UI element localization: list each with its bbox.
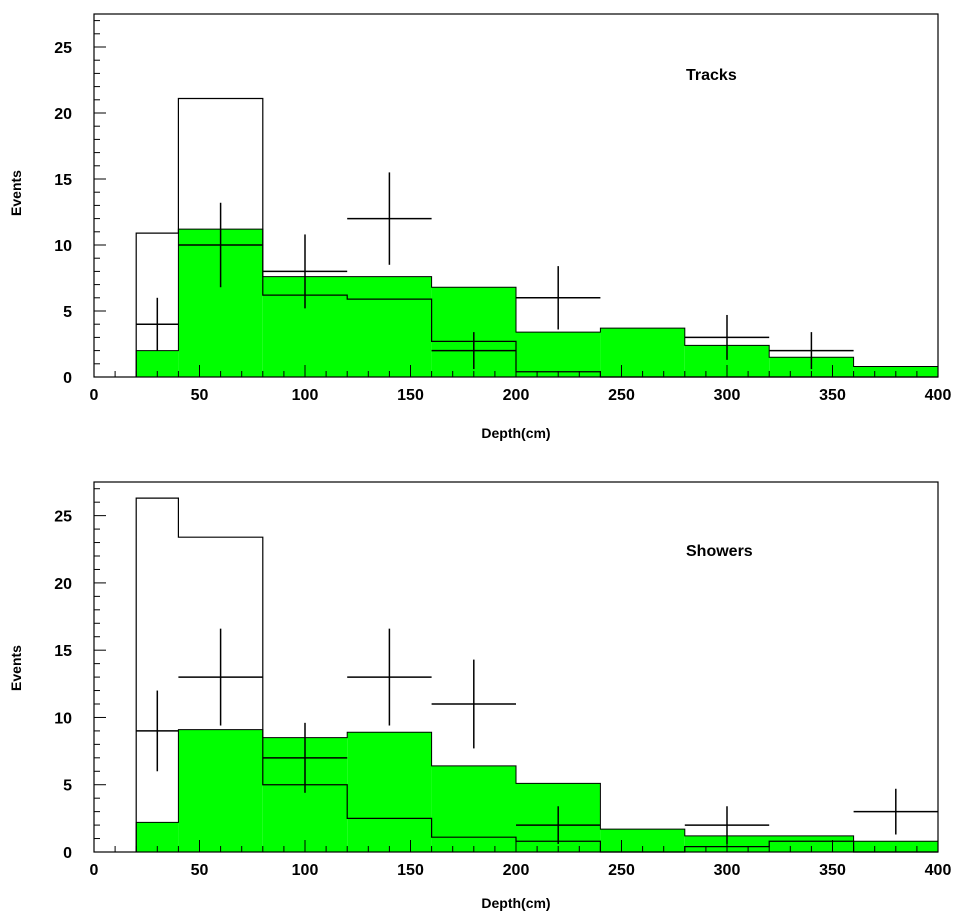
x-tick-label: 350 — [819, 862, 846, 879]
data-point — [178, 628, 263, 726]
data-point — [178, 202, 263, 288]
y-tick-label: 15 — [54, 643, 72, 660]
data-point — [431, 332, 516, 370]
y-axis-label: Events — [8, 170, 24, 216]
data-point — [347, 172, 432, 265]
x-tick-label: 100 — [292, 387, 319, 404]
showers-panel: 0 50 100 150 200 250 300 350 400 0 5 10 15 20 25 Showe… — [8, 481, 952, 911]
y-tick-label: 25 — [54, 509, 72, 526]
y-axis-label: Events — [8, 645, 24, 691]
x-tick-label: 200 — [503, 862, 530, 879]
data-point — [347, 628, 432, 726]
y-tick-label: 5 — [63, 778, 72, 795]
data-point — [136, 690, 179, 772]
x-tick-label: 50 — [191, 862, 209, 879]
filled-bin — [262, 276, 432, 377]
panel-annotation: Showers — [686, 543, 753, 560]
plot-layer: 0 50 100 150 200 250 300 350 400 0 5 10 15 20 25 — [54, 481, 952, 879]
x-tick-label: 300 — [714, 387, 741, 404]
data-point — [262, 234, 348, 309]
tracks-panel: 0 50 100 150 200 250 300 350 400 0 5 10 15 20 25 Track… — [8, 13, 952, 441]
data-point — [684, 314, 770, 360]
data-point — [684, 806, 770, 844]
y-tick-label: 0 — [63, 370, 72, 387]
x-tick-label: 0 — [90, 387, 99, 404]
x-tick-label: 150 — [397, 387, 424, 404]
y-tick-label: 25 — [54, 40, 72, 57]
data-point — [516, 266, 601, 330]
x-tick-label: 50 — [191, 387, 209, 404]
x-tick-label: 0 — [90, 862, 99, 879]
y-tick-label: 0 — [63, 845, 72, 862]
panel-annotation: Tracks — [686, 67, 737, 84]
x-tick-label: 250 — [608, 387, 635, 404]
x-tick-label: 350 — [819, 387, 846, 404]
x-tick-label: 100 — [292, 862, 319, 879]
filled-bin — [347, 732, 432, 852]
y-tick-label: 10 — [54, 710, 72, 727]
filled-histogram-outline — [135, 228, 939, 377]
filled-bin — [600, 328, 685, 377]
data-point — [262, 722, 348, 793]
x-tick-label: 200 — [503, 387, 530, 404]
y-tick-label: 20 — [54, 576, 72, 593]
filled-histogram-outline — [135, 729, 939, 852]
filled-bin — [178, 729, 263, 852]
y-tick-label: 5 — [63, 304, 72, 321]
data-point — [431, 659, 516, 749]
x-tick-label: 300 — [714, 862, 741, 879]
x-tick-label: 250 — [608, 862, 635, 879]
y-tick-label: 20 — [54, 106, 72, 123]
filled-bin — [431, 765, 516, 852]
plot-layer: 0 50 100 150 200 250 300 350 400 0 5 10 15 20 25 — [54, 13, 952, 404]
data-point — [136, 297, 179, 351]
x-axis-label: Depth(cm) — [481, 425, 550, 441]
x-tick-label: 150 — [397, 862, 424, 879]
data-point — [769, 332, 854, 370]
y-tick-label: 10 — [54, 238, 72, 255]
outline-histogram — [135, 97, 938, 378]
x-tick-label: 400 — [925, 862, 952, 879]
outline-histogram — [135, 497, 938, 853]
x-axis-label: Depth(cm) — [481, 895, 550, 911]
x-tick-label: 400 — [925, 387, 952, 404]
filled-bin — [516, 332, 601, 377]
y-tick-label: 15 — [54, 172, 72, 189]
data-point — [853, 788, 938, 835]
data-point — [516, 806, 601, 844]
